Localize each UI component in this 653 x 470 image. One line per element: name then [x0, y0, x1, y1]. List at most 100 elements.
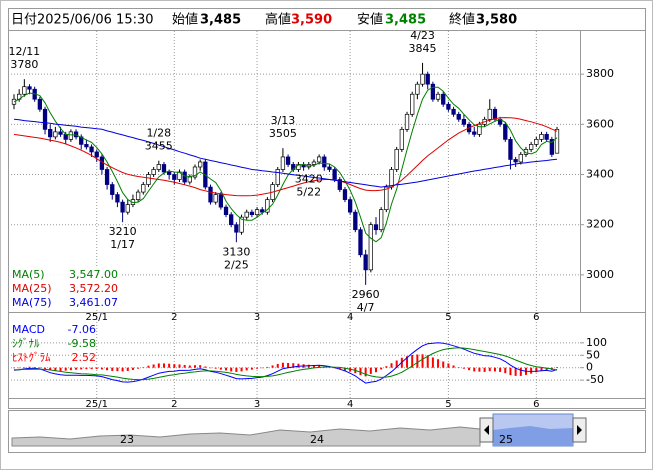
histogram-bar [225, 367, 228, 371]
main-panel [8, 30, 646, 313]
histogram-bar [468, 367, 471, 371]
histogram-bar [173, 364, 176, 368]
histogram-bar [49, 367, 52, 371]
y-tick-label: 50 [586, 348, 600, 361]
candle-body [327, 166, 332, 170]
x-tick-label: 2 [171, 399, 177, 410]
y-tick-label: 3000 [586, 268, 614, 281]
candle-body [63, 134, 68, 140]
histogram-bar [95, 367, 98, 369]
candle-body [280, 156, 286, 170]
low-date: 1/17 [110, 238, 135, 251]
histogram-bar [33, 366, 36, 368]
histogram-bar [426, 355, 429, 368]
histogram-bar [530, 367, 533, 374]
histogram-bar [447, 363, 450, 368]
histogram-bar [137, 367, 140, 369]
histogram-bar [375, 367, 377, 373]
candle-body [508, 139, 513, 160]
candle-body [425, 73, 430, 85]
legend-value: -7.06 [68, 323, 96, 336]
candle-body [353, 211, 358, 231]
x-tick-label: 3 [254, 399, 260, 410]
candle-body [503, 123, 508, 140]
y-tick-label: 3800 [586, 67, 614, 80]
candle-body [337, 179, 342, 190]
histogram-bar [44, 367, 47, 369]
histogram-bar [168, 363, 171, 368]
histogram-bar [38, 367, 41, 368]
histogram-bar [483, 367, 486, 372]
navigator-label: 23 [120, 433, 134, 446]
histogram-bar [411, 355, 414, 368]
histogram-bar [380, 367, 383, 370]
candle-body [544, 134, 549, 140]
x-tick-label: 6 [533, 399, 539, 410]
histogram-bar [188, 365, 191, 368]
histogram-bar [183, 364, 186, 368]
navigator-area [11, 426, 481, 447]
candle-body [285, 156, 291, 165]
histogram-bar [493, 367, 496, 372]
legend-value: -9.58 [68, 337, 96, 350]
x-tick-label: 4 [347, 399, 353, 410]
histogram-bar [504, 367, 507, 374]
histogram-bar [235, 367, 238, 372]
high-date: 4/23 [410, 29, 435, 42]
candle-body [446, 103, 451, 110]
histogram-bar [359, 367, 362, 376]
histogram-bar [85, 367, 88, 370]
legend-name: MA(25) [12, 282, 52, 295]
candle-body [420, 73, 425, 85]
legend-name: MA(75) [12, 296, 52, 309]
ma-line [13, 118, 558, 188]
navigator-label: 25 [499, 433, 513, 446]
candle-body [260, 209, 265, 213]
high-date: 12/11 [8, 45, 40, 58]
candle-body [358, 229, 363, 256]
histogram-bar [250, 367, 253, 370]
histogram-bar [116, 367, 119, 372]
legend-value: 2.52 [72, 351, 97, 364]
histogram-bar [338, 367, 341, 370]
candle-body [404, 113, 410, 130]
candle-body [451, 108, 456, 115]
y-tick-label: 3400 [586, 168, 614, 181]
histogram-bar [473, 367, 476, 372]
low-date: 5/22 [296, 185, 321, 198]
candle-body [94, 151, 99, 158]
histogram-bar [390, 363, 393, 368]
candle-body [218, 194, 224, 208]
histogram-bar [152, 364, 155, 368]
high-value: 3845 [409, 42, 437, 55]
candle-body [254, 209, 260, 216]
candle-body [265, 199, 270, 213]
y-tick-label: 100 [586, 336, 607, 349]
x-tick-label: 5 [445, 399, 451, 410]
histogram-bar [442, 361, 445, 368]
histogram-bar [287, 362, 290, 368]
legend-name: MA(5) [12, 268, 45, 281]
histogram-bar [54, 367, 57, 371]
y-tick-label: 3200 [586, 218, 614, 231]
date: 2025/06/06 15:30 [37, 13, 154, 28]
histogram-bar [369, 367, 372, 374]
low-date: 4/7 [357, 301, 375, 314]
candle-body [461, 118, 467, 125]
macd-axis [8, 398, 646, 409]
legend-name: MACD [12, 323, 45, 336]
x-tick-label: 4 [347, 312, 353, 323]
navigator-selected-area [493, 426, 573, 446]
low-value: 3420 [295, 172, 323, 185]
candle-body [410, 93, 415, 115]
histogram-bar [462, 367, 465, 369]
candle-body [368, 224, 373, 271]
candle-body [213, 194, 218, 203]
histogram-bar [178, 364, 181, 368]
x-tick-label: 5 [445, 312, 451, 323]
histogram-bar [28, 366, 31, 368]
legend-value: 3,547.00 [69, 268, 118, 281]
histogram-bar [499, 367, 502, 372]
histogram-bar [90, 367, 93, 370]
histogram-bar [80, 367, 83, 370]
